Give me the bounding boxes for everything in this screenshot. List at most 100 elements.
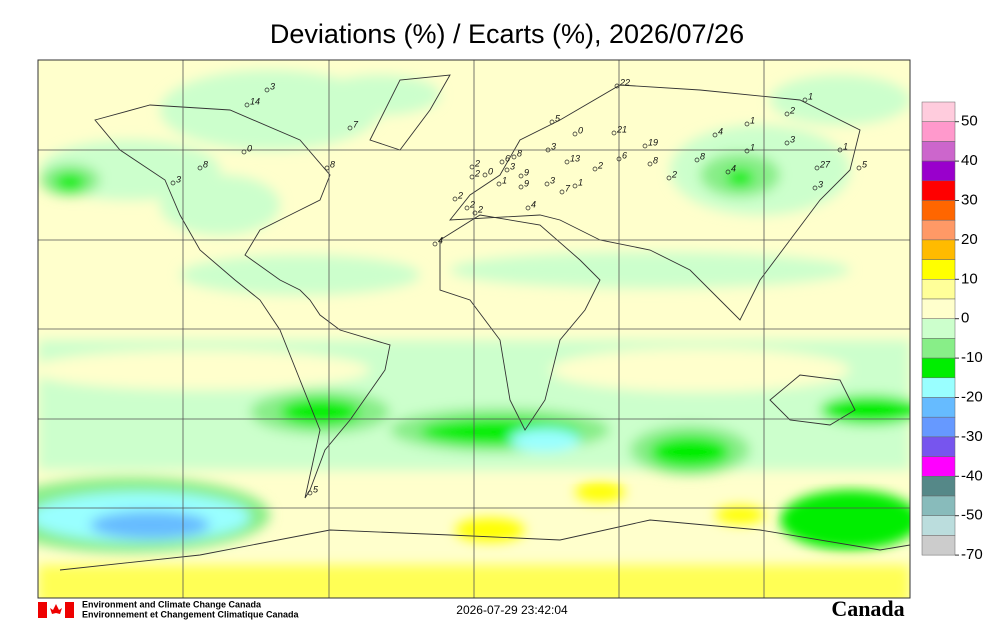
wordmark: Canada xyxy=(831,596,904,621)
station-marker xyxy=(784,111,790,117)
station-value: 7 xyxy=(353,119,359,129)
station-marker xyxy=(545,147,551,153)
colorbar-label: -20 xyxy=(961,388,983,405)
colorbar-swatch xyxy=(921,298,956,319)
station-marker xyxy=(814,165,820,171)
station-marker xyxy=(347,125,353,131)
station-value: 2 xyxy=(671,169,677,179)
station-marker xyxy=(611,130,617,136)
colorbar-swatch xyxy=(921,279,956,300)
colorbar-swatch xyxy=(921,160,956,182)
station-marker xyxy=(170,180,176,186)
graticule xyxy=(38,60,910,598)
colorbar-label: -10 xyxy=(961,349,983,366)
colorbar-swatch xyxy=(921,141,956,162)
station-marker xyxy=(856,165,862,171)
colorbar-swatch xyxy=(921,219,956,241)
agency-fr: Environnement et Changement Climatique C… xyxy=(82,609,300,619)
station-value: 3 xyxy=(551,141,556,151)
station-value: 4 xyxy=(718,126,723,136)
colorbar-swatch xyxy=(921,259,956,280)
station-marker xyxy=(837,147,843,153)
footer: Environment and Climate Change Canada En… xyxy=(38,596,905,621)
station-value: 2 xyxy=(474,168,480,178)
station-marker xyxy=(744,148,750,154)
station-value: 7 xyxy=(565,183,571,193)
station-value: 1 xyxy=(750,142,755,152)
station-value: 1 xyxy=(843,141,848,151)
station-value: 22 xyxy=(619,77,630,87)
station-marker xyxy=(518,184,524,190)
colorbar-swatch xyxy=(921,515,956,536)
station-marker xyxy=(616,156,622,162)
station-value: 14 xyxy=(250,96,260,106)
station-value: 1 xyxy=(750,115,755,125)
colorbar-swatch xyxy=(921,239,956,260)
station-marker xyxy=(432,241,438,247)
station-marker xyxy=(518,173,524,179)
station-value: 2 xyxy=(597,160,603,170)
station-value: 8 xyxy=(330,159,335,169)
colorbar-swatch xyxy=(921,495,956,516)
station-marker xyxy=(464,205,470,211)
station-marker xyxy=(499,159,505,165)
station-marker xyxy=(472,210,478,216)
station-marker xyxy=(511,154,517,160)
station-value: 0 xyxy=(578,125,583,135)
station-value: 3 xyxy=(270,81,275,91)
colorbar-swatch xyxy=(921,535,956,556)
station-marker xyxy=(469,174,475,180)
colorbar-label: 10 xyxy=(961,270,978,287)
colorbar-swatch xyxy=(921,397,956,418)
station-marker xyxy=(525,205,531,211)
station-value: 8 xyxy=(653,155,658,165)
colorbar-swatch xyxy=(921,318,956,339)
colorbar-swatch xyxy=(921,357,956,379)
colorbar-swatch xyxy=(921,121,956,142)
station-marker xyxy=(559,189,565,195)
station-value: 5 xyxy=(555,113,561,123)
station-value: 19 xyxy=(648,137,658,147)
map-frame xyxy=(37,59,911,599)
station-value: 2 xyxy=(789,105,795,115)
station-value: 1 xyxy=(502,175,507,185)
colorbar: 50 40 30 20 10 0 -10 -20 -30 -40 -50 -70 xyxy=(921,101,983,563)
colorbar-swatch xyxy=(921,101,956,122)
station-value: 3 xyxy=(818,179,823,189)
colorbar-swatch xyxy=(921,436,956,457)
station-value: 0 xyxy=(488,166,493,176)
colorbar-label: -30 xyxy=(961,428,983,445)
station-marker xyxy=(244,102,250,108)
station-value: 3 xyxy=(550,175,555,185)
station-marker xyxy=(496,181,502,187)
station-marker xyxy=(197,165,203,171)
station-value: 8 xyxy=(203,159,208,169)
station-value: 6 xyxy=(622,150,627,160)
colorbar-label: -40 xyxy=(961,467,983,484)
agency-en: Environment and Climate Change Canada xyxy=(82,599,262,609)
station-marker xyxy=(642,143,648,149)
station-marker xyxy=(504,167,510,173)
station-marker xyxy=(469,164,475,170)
station-value: 2 xyxy=(474,158,480,168)
station-marker xyxy=(666,175,672,181)
colorbar-label: 50 xyxy=(961,113,978,130)
station-value: 6 xyxy=(505,153,510,163)
map-title: Deviations (%) / Ecarts (%), 2026/07/26 xyxy=(270,19,744,49)
station-marker xyxy=(647,161,653,167)
station-marker xyxy=(482,172,488,178)
colorbar-swatch xyxy=(921,377,956,398)
station-value: 3 xyxy=(176,174,181,184)
colorbar-swatch xyxy=(921,200,956,221)
deviation-field xyxy=(38,60,910,598)
colorbar-label: -70 xyxy=(961,546,983,563)
station-value: 2 xyxy=(477,204,483,214)
station-marker xyxy=(744,121,750,127)
station-value: 4 xyxy=(531,199,536,209)
station-value: 9 xyxy=(524,178,529,188)
colorbar-label: 0 xyxy=(961,310,969,327)
colorbar-label: 30 xyxy=(961,191,978,208)
station-marker xyxy=(592,166,598,172)
colorbar-swatch xyxy=(921,338,956,359)
